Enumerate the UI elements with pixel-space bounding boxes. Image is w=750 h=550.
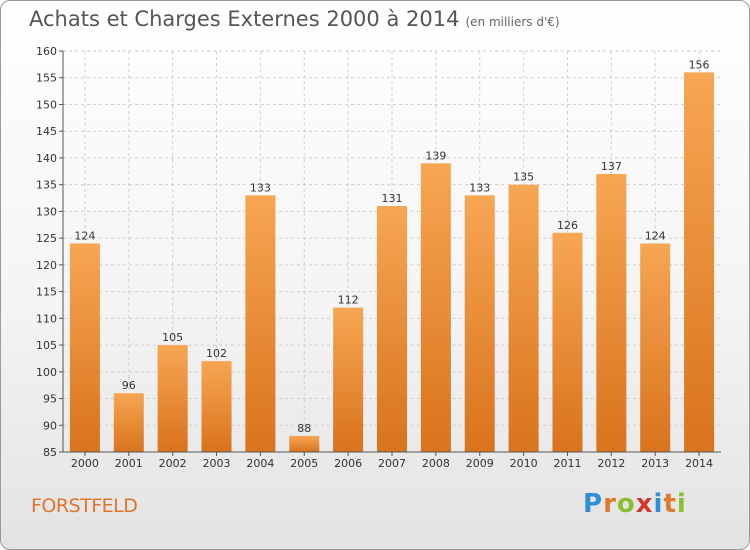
x-tick-label: 2007 (378, 457, 406, 470)
bar-2003 (201, 361, 232, 452)
data-label-2001: 96 (122, 379, 136, 392)
bar-2007 (377, 206, 407, 452)
y-tick-label: 105 (36, 339, 57, 352)
x-tick-label: 2011 (553, 457, 581, 470)
bar-2002 (157, 345, 188, 452)
bar-2011 (552, 232, 583, 452)
data-label-2000: 124 (74, 229, 95, 242)
bar-2013 (640, 243, 671, 452)
chart-title: Achats et Charges Externes 2000 à 2014 (e… (29, 7, 560, 31)
x-tick-label: 2013 (641, 457, 669, 470)
x-tick-label: 2006 (334, 457, 362, 470)
y-tick-label: 100 (36, 366, 57, 379)
axes-layer: 85 90 95 100 105 110 115 120 125 130 135 140 145 150 1… (36, 45, 721, 470)
x-tick-label: 2008 (422, 457, 450, 470)
data-label-2006: 112 (338, 294, 359, 307)
data-label-2011: 126 (557, 219, 578, 232)
y-tick-label: 85 (43, 446, 57, 459)
bar-2005 (289, 435, 320, 452)
data-label-2004: 133 (250, 181, 271, 194)
x-tick-label: 2012 (597, 457, 625, 470)
x-tick-label: 2004 (246, 457, 274, 470)
proxiti-logo: Proxiti (583, 489, 687, 519)
y-tick-label: 145 (36, 125, 57, 138)
x-tick-label: 2001 (115, 457, 143, 470)
bars-layer: 124 96 105 102 133 88 112 131 139 133 135 126 137 124… (69, 58, 715, 453)
x-tick-label: 2014 (685, 457, 713, 470)
bar-2009 (464, 195, 495, 453)
data-label-2012: 137 (601, 160, 622, 173)
data-label-2003: 102 (206, 347, 227, 360)
data-label-2002: 105 (162, 331, 183, 344)
data-label-2008: 139 (425, 149, 446, 162)
y-tick-label: 90 (43, 419, 57, 432)
y-tick-label: 150 (36, 98, 57, 111)
town-name: FORSTFELD (31, 495, 138, 517)
chart-title-text: Achats et Charges Externes 2000 à 2014 (29, 7, 460, 31)
data-label-2005: 88 (297, 422, 311, 435)
y-tick-label: 160 (36, 45, 57, 58)
x-tick-label: 2002 (159, 457, 187, 470)
data-label-2010: 135 (513, 171, 534, 184)
x-tick-label: 2010 (510, 457, 538, 470)
x-tick-label: 2003 (203, 457, 231, 470)
bar-2014 (684, 72, 715, 453)
bar-2006 (333, 307, 364, 452)
bar-2012 (596, 173, 627, 452)
y-tick-label: 95 (43, 393, 57, 406)
data-label-2014: 156 (689, 58, 710, 71)
y-tick-label: 130 (36, 205, 57, 218)
y-tick-label: 140 (36, 152, 57, 165)
bar-2001 (113, 393, 144, 452)
y-tick-label: 110 (36, 312, 57, 325)
x-tick-label: 2005 (290, 457, 318, 470)
y-tick-label: 120 (36, 259, 57, 272)
y-tick-label: 125 (36, 232, 57, 245)
y-tick-label: 135 (36, 179, 57, 192)
y-tick-label: 115 (36, 286, 57, 299)
x-tick-label: 2009 (466, 457, 494, 470)
bar-2008 (420, 163, 451, 452)
data-label-2013: 124 (645, 229, 666, 242)
chart-subtitle: (en milliers d'€) (465, 15, 560, 29)
bar-2004 (245, 195, 276, 453)
bar-2010 (508, 184, 539, 452)
x-tick-label: 2000 (71, 457, 99, 470)
data-label-2007: 131 (382, 192, 403, 205)
bar-2000 (69, 243, 100, 452)
data-label-2009: 133 (469, 181, 490, 194)
y-tick-label: 155 (36, 72, 57, 85)
